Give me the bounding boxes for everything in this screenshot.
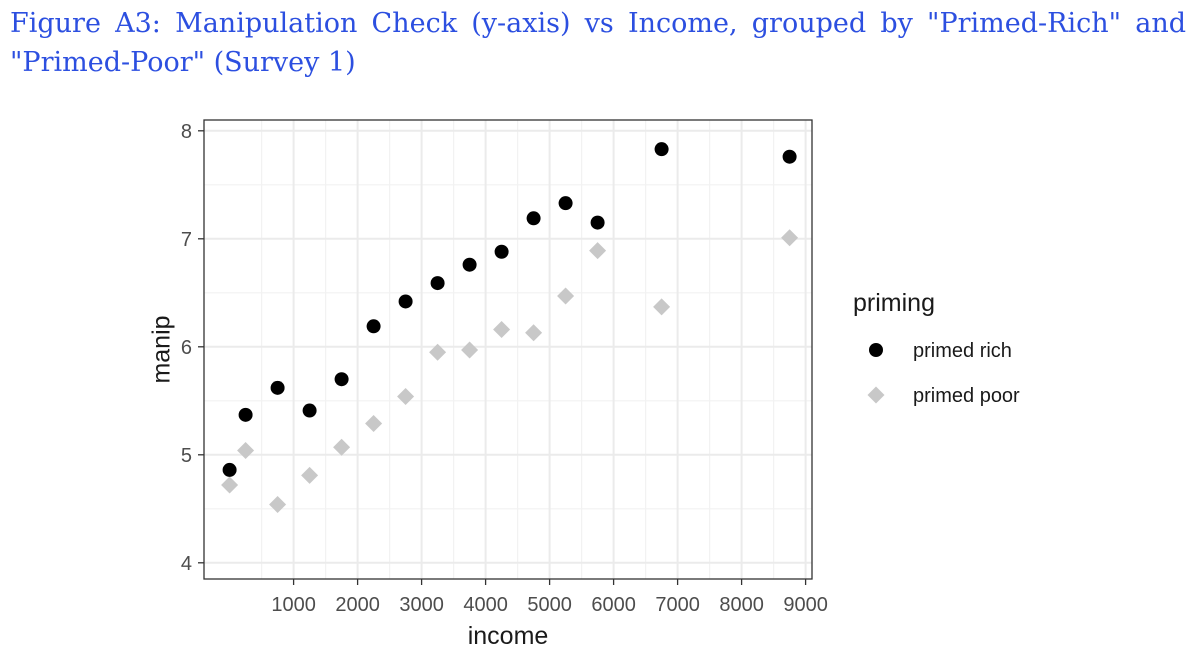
x-tick-label: 8000 [719,594,764,616]
x-tick-label: 2000 [335,594,380,616]
legend: priming primed rich primed poor [853,289,1020,407]
primed-poor-point [493,321,511,339]
legend-key-primed-poor [867,386,885,404]
x-tick-label: 5000 [527,594,572,616]
x-tick-label: 3000 [399,594,444,616]
primed-rich-point [590,215,605,230]
x-tick-label: 1000 [271,594,316,616]
legend-label-primed-poor: primed poor [913,385,1020,407]
primed-poor-point [237,441,255,459]
primed-rich-point [462,257,477,272]
primed-poor-point [365,414,383,432]
primed-rich-point [366,319,381,334]
primed-poor-point [269,495,287,513]
primed-poor-point [557,287,575,305]
primed-rich-point [782,149,797,164]
legend-key-primed-rich [869,343,883,357]
y-tick-label: 7 [181,229,192,251]
y-axis-title: manip [148,315,176,383]
primed-rich-point [430,276,445,291]
primed-poor-point [397,387,415,405]
y-tick-label: 8 [181,121,192,143]
primed-poor-point [589,242,607,260]
primed-rich-point [302,403,317,418]
primed-poor-point [781,229,799,247]
panel-border [203,119,813,580]
axes: 1000 2000 3000 4000 5000 6000 7000 8000 9000 4 5 6 7… [181,121,828,616]
y-tick-label: 4 [181,553,192,575]
x-tick-label: 4000 [463,594,508,616]
panel-background [204,120,812,579]
y-tick-label: 6 [181,337,192,359]
legend-title: priming [853,289,935,317]
legend-label-primed-rich: primed rich [913,340,1012,362]
primed-poor-point [429,343,447,361]
y-tick-label: 5 [181,445,192,467]
primed-poor-point [653,298,671,316]
primed-poor-point [221,476,239,494]
primed-rich-point [398,294,413,309]
primed-rich-point [526,211,541,226]
data-points [221,142,799,513]
x-tick-label: 9000 [783,594,828,616]
primed-poor-point [525,324,543,342]
primed-rich-point [494,244,509,259]
primed-rich-point [270,380,285,395]
primed-rich-point [558,196,573,211]
primed-poor-point [301,466,319,484]
primed-rich-point [222,462,237,477]
x-tick-label: 7000 [655,594,700,616]
primed-poor-point [461,341,479,359]
x-axis-title: income [468,622,549,650]
primed-rich-point [654,142,669,157]
primed-poor-point [333,438,351,456]
x-tick-label: 6000 [591,594,636,616]
primed-rich-point [238,407,253,422]
figure-caption: Figure A3: Manipulation Check (y-axis) v… [10,8,1186,78]
primed-rich-point [334,372,349,387]
grid-lines [204,120,812,579]
